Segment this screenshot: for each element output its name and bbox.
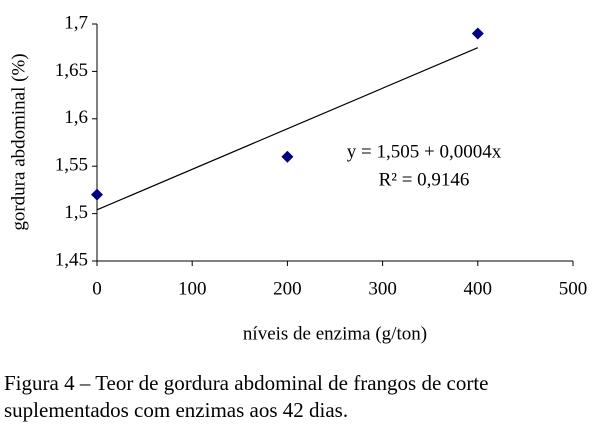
x-tick-label: 100 (178, 278, 207, 299)
y-axis-label: gordura abdominal (%) (8, 53, 29, 230)
y-tick-label: 1,5 (64, 202, 88, 223)
y-tick-label: 1,65 (55, 60, 88, 81)
x-tick-label: 500 (559, 278, 588, 299)
x-tick-label: 300 (368, 278, 397, 299)
caption: suplementados com enzimas aos 42 dias. (4, 398, 348, 422)
x-tick-label: 200 (273, 278, 302, 299)
y-tick-label: 1,6 (64, 107, 88, 128)
equation: y = 1,505 + 0,0004x (347, 141, 502, 162)
data-point (471, 27, 484, 40)
data-point (91, 188, 103, 201)
y-tick-label: 1,45 (55, 249, 88, 270)
r-squared: R² = 0,9146 (379, 169, 470, 190)
data-point (281, 150, 294, 163)
y-tick-label: 1,7 (64, 12, 88, 33)
x-tick-label: 400 (464, 278, 493, 299)
x-axis-label: níveis de enzima (g/ton) (243, 323, 427, 344)
caption: Figura 4 – Teor de gordura abdominal de … (4, 371, 489, 395)
trendline (96, 47, 479, 211)
x-tick-label: 0 (92, 278, 102, 299)
y-tick-label: 1,55 (55, 155, 88, 176)
